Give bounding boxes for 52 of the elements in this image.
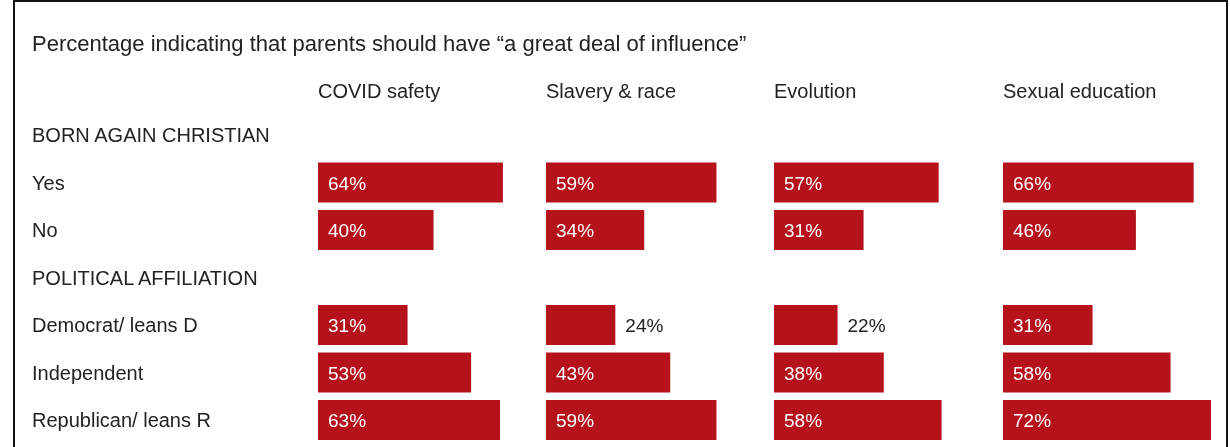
data-label: 63% xyxy=(328,410,367,431)
chart-subtitle: COVID safety xyxy=(318,80,441,102)
data-label: 66% xyxy=(1013,172,1052,194)
data-label: 72% xyxy=(1013,410,1052,431)
data-label: 46% xyxy=(1013,220,1052,241)
data-label: 31% xyxy=(328,315,367,336)
data-label: 59% xyxy=(556,410,595,431)
bar xyxy=(774,352,884,393)
data-label: 38% xyxy=(784,362,823,384)
data-label: 57% xyxy=(784,172,823,194)
data-label: 31% xyxy=(784,220,823,241)
chart-subtitle: Sexual education xyxy=(1003,80,1157,102)
data-label: 59% xyxy=(556,172,595,194)
data-label: 24% xyxy=(625,315,664,336)
y-tick-label: BORN AGAIN CHRISTIAN xyxy=(32,124,270,146)
y-tick-label: Yes xyxy=(32,171,65,194)
bar xyxy=(1003,352,1171,393)
data-label: 40% xyxy=(328,220,367,241)
bar xyxy=(318,352,472,393)
y-tick-label: No xyxy=(32,219,58,241)
bar xyxy=(1003,210,1136,250)
y-tick-label: Republican/ leans R xyxy=(32,409,211,431)
bar xyxy=(546,352,671,393)
data-label: 53% xyxy=(328,362,367,384)
bar xyxy=(774,162,939,203)
data-label: 43% xyxy=(556,362,595,384)
data-label: 31% xyxy=(1013,315,1052,336)
bar xyxy=(1003,305,1093,345)
bar xyxy=(1003,400,1211,440)
y-tick-label: Independent xyxy=(32,361,144,384)
bar xyxy=(318,162,503,203)
bar xyxy=(546,305,616,345)
bar xyxy=(318,400,500,440)
bar xyxy=(774,305,838,345)
y-tick-label: Democrat/ leans D xyxy=(32,314,198,336)
chart-subtitle: Slavery & race xyxy=(546,80,677,102)
y-tick-label: POLITICAL AFFILIATION xyxy=(32,266,258,289)
data-label: 58% xyxy=(784,410,823,431)
bar xyxy=(546,162,717,203)
data-label: 34% xyxy=(556,220,595,241)
bar xyxy=(1003,162,1194,203)
bar xyxy=(318,305,408,345)
bar xyxy=(774,210,864,250)
data-label: 64% xyxy=(328,172,367,194)
chart-subtitle: Evolution xyxy=(774,80,857,102)
chart-title: Percentage indicating that parents should have “a great deal of influence” xyxy=(32,31,747,56)
bar xyxy=(546,210,645,250)
bar xyxy=(546,400,717,440)
data-label: 58% xyxy=(1013,362,1052,384)
bar xyxy=(774,400,942,440)
bar xyxy=(318,210,434,250)
data-label: 22% xyxy=(847,315,886,336)
